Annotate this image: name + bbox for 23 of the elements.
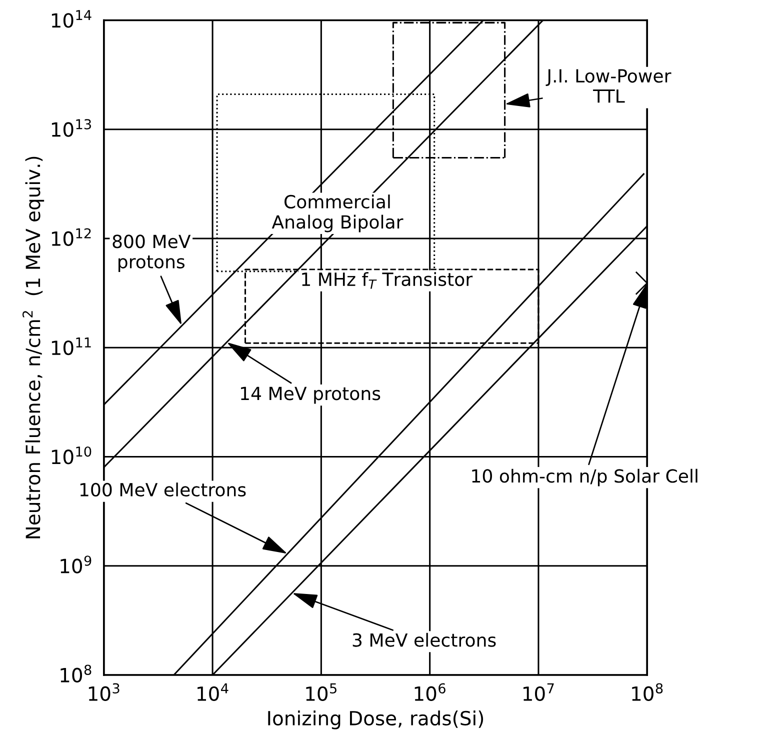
annotation: 14 MeV protons: [241, 386, 380, 404]
annotation: Commercial Analog Bipolar: [272, 194, 404, 232]
x-tick-label: 10$^{7}$: [523, 683, 554, 702]
y-tick-label: 10$^{11}$: [52, 338, 91, 356]
y-tick-label: 10$^{12}$: [52, 228, 91, 246]
x-tick-label: 10$^{5}$: [306, 683, 336, 702]
x-axis-title: Ionizing Dose, rads(Si): [268, 710, 484, 730]
y-axis-title: Neutron Fluence, n/cm$^{2}$ (1 MeV equiv.): [22, 156, 44, 538]
y-tick-label: 10$^{9}$: [60, 556, 92, 574]
x-tick-label: 10$^{8}$: [632, 683, 663, 702]
x-tick-label: 10$^{6}$: [414, 683, 446, 702]
y-tick-label: 10$^{10}$: [52, 446, 92, 464]
y-tick-label: 10$^{14}$: [52, 10, 92, 28]
x-tick-label: 10$^{3}$: [88, 683, 120, 702]
annotation: 1 MHz f$_{T}$ Transistor: [302, 272, 473, 289]
annotation: 100 MeV electrons: [80, 482, 246, 497]
y-tick-label: 10$^{8}$: [60, 664, 92, 683]
y-tick-label: 10$^{13}$: [52, 119, 91, 137]
annotation: 800 MeV protons: [112, 234, 191, 272]
x-tick-label: 10$^{4}$: [198, 683, 228, 702]
annotation: J.I. Low-Power TTL: [546, 69, 672, 103]
annotation: 10 ohm-cm n/p Solar Cell: [472, 468, 698, 486]
annotation: 3 MeV electrons: [352, 632, 496, 647]
